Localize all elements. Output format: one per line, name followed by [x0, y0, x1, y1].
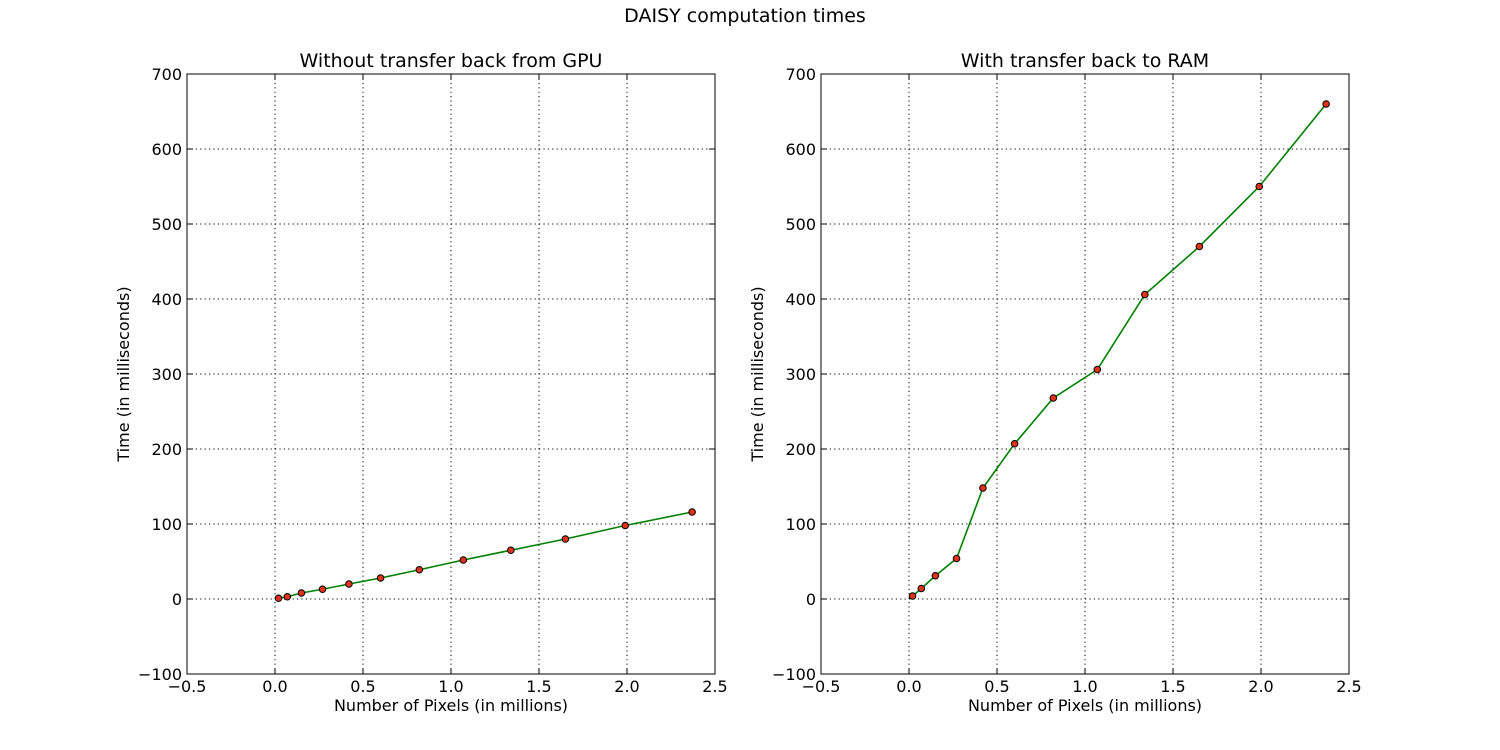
right-data-point: [952, 554, 961, 563]
left-y-tick-label: 100: [151, 515, 182, 534]
left-y-tick-label: 300: [151, 365, 182, 384]
left-data-point: [376, 574, 385, 582]
left-x-tick-label: 0.0: [262, 677, 287, 696]
right-x-tick-label: 1.5: [1160, 677, 1185, 696]
left-y-tick-label: 500: [151, 215, 182, 234]
right-x-axis-label: Number of Pixels (in millions): [968, 696, 1202, 715]
left-x-axis-label: Number of Pixels (in millions): [334, 696, 568, 715]
left-y-axis-label: Time (in milliseconds): [114, 286, 133, 462]
right-data-point: [1049, 394, 1058, 402]
left-y-tick-label: 0: [172, 590, 182, 609]
right-x-tick-label: 0.5: [984, 677, 1009, 696]
left-data-point: [345, 580, 353, 588]
left-x-tick-label: 2.0: [614, 677, 639, 696]
right-data-point: [1322, 100, 1330, 108]
right-y-tick-label: −100: [772, 665, 816, 684]
left-data-point: [297, 589, 306, 597]
right-y-tick-label: 200: [785, 440, 816, 459]
left-chart-title: Without transfer back from GPU: [300, 50, 603, 72]
left-y-tick-label: −100: [138, 665, 182, 684]
right-y-axis-label: Time (in milliseconds): [748, 286, 767, 462]
right-y-tick-label: 0: [806, 590, 816, 609]
right-y-tick-label: 400: [785, 290, 816, 309]
right-y-tick-label: 100: [785, 515, 816, 534]
left-x-tick-label: 1.0: [438, 677, 463, 696]
right-series-line: [912, 103, 1327, 597]
right-data-point: [1141, 290, 1149, 299]
right-y-tick-label: 500: [785, 215, 816, 234]
left-y-tick-label: 200: [151, 440, 182, 459]
right-data-point: [931, 571, 940, 580]
left-x-tick-label: 2.5: [702, 677, 727, 696]
right-chart-title: With transfer back to RAM: [961, 50, 1209, 72]
left-data-point: [415, 565, 424, 574]
right-x-tick-label: −0.5: [802, 677, 841, 696]
right-chart-axes: −0.5 0.0 0.5 1.0 1.5 2.0 2.5 −100 0 100 200 300 400 5…: [748, 50, 1362, 715]
left-y-tick-label: 400: [151, 290, 182, 309]
right-data-point: [979, 484, 987, 492]
left-data-point: [274, 594, 283, 603]
right-x-tick-label: 1.0: [1072, 677, 1097, 696]
left-chart-axes: −0.5 0.0 0.5 1.0 1.5 2.0 2.5 −100 0 100 200 300 400 5…: [114, 50, 728, 715]
figure-suptitle: DAISY computation times: [624, 5, 866, 27]
right-data-point: [1255, 182, 1264, 191]
left-y-tick-label: 700: [151, 65, 182, 84]
right-data-point: [1195, 242, 1204, 251]
right-data-point: [908, 592, 917, 600]
right-x-tick-label: 2.5: [1336, 677, 1361, 696]
right-y-tick-label: 600: [785, 140, 816, 159]
right-data-point: [917, 584, 926, 593]
left-data-point: [688, 508, 696, 516]
left-x-tick-label: 1.5: [526, 677, 551, 696]
left-data-point: [283, 592, 292, 601]
left-data-point: [318, 585, 327, 594]
left-x-tick-label: −0.5: [168, 677, 207, 696]
right-data-point: [1010, 439, 1019, 448]
right-y-tick-label: 300: [785, 365, 816, 384]
right-data-point: [1093, 365, 1102, 374]
left-data-point: [507, 546, 515, 555]
left-data-point: [459, 556, 468, 564]
left-x-tick-label: 0.5: [350, 677, 375, 696]
right-x-tick-label: 2.0: [1248, 677, 1273, 696]
right-x-tick-label: 0.0: [896, 677, 921, 696]
left-series-line: [278, 511, 693, 600]
left-data-point: [621, 521, 630, 530]
left-data-point: [561, 535, 570, 543]
right-y-tick-label: 700: [785, 65, 816, 84]
left-y-tick-label: 600: [151, 140, 182, 159]
